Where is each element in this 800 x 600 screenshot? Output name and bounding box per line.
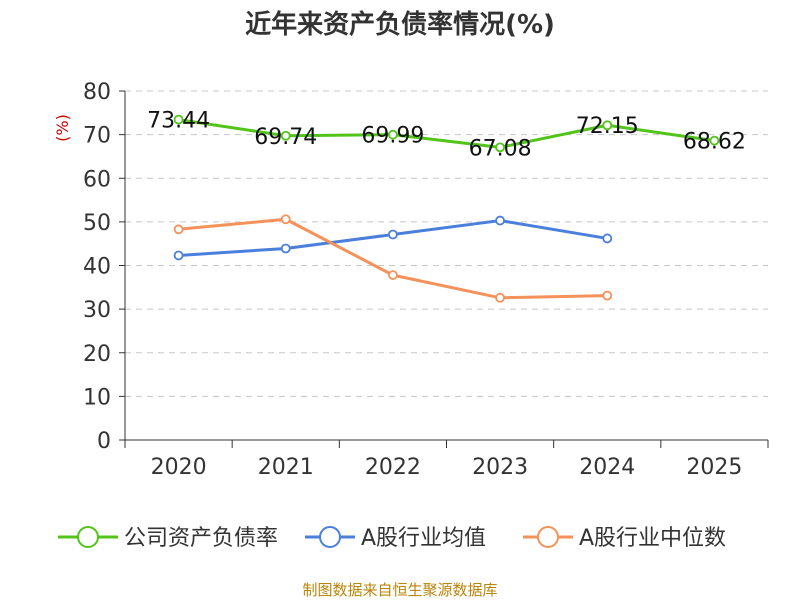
series-1-point-2 (388, 229, 398, 240)
y-tick-label-40: 40 (83, 255, 111, 280)
y-tick-label-50: 50 (83, 211, 111, 236)
axes: 0 10 20 30 40 50 60 70 80 2020 2021 2022 2023 2024 202… (83, 80, 769, 480)
data-label-2025: 68.62 (683, 130, 746, 155)
legend-marker-0 (77, 526, 99, 548)
legend-label-2: A股行业中位数 (579, 526, 726, 551)
data-label-2021: 69.74 (254, 125, 317, 150)
y-tick-label-0: 0 (97, 429, 111, 454)
series-0-point-5 (709, 135, 720, 146)
series-0-point-2 (388, 129, 398, 140)
x-tick-label-2021: 2021 (258, 455, 314, 480)
series-2-point-0 (173, 224, 184, 235)
y-tick-label-70: 70 (83, 124, 111, 149)
legend-marker-1 (319, 526, 341, 548)
source-note: 制图数据来自恒生聚源数据库 (302, 581, 497, 599)
legend-marker-2 (537, 526, 559, 548)
y-tick-label-10: 10 (83, 385, 111, 410)
data-label-2022: 69.99 (361, 124, 424, 149)
x-tick-label-2022: 2022 (365, 455, 421, 480)
y-tick-label-60: 60 (83, 167, 111, 192)
series-line-0 (178, 118, 715, 149)
x-tick-label-2025: 2025 (686, 455, 742, 480)
series-2-point-3 (495, 292, 505, 303)
legend: 公司资产负债率 A股行业均值 A股行业中位数 (58, 526, 726, 551)
series-1-point-0 (173, 250, 184, 261)
series-0-point-1 (280, 130, 291, 141)
y-tick-label-80: 80 (83, 80, 111, 105)
series-2-point-4 (602, 290, 613, 301)
x-tick-label-2023: 2023 (472, 455, 528, 480)
gridlines (125, 90, 768, 397)
legend-label-0: 公司资产负债率 (124, 526, 278, 551)
series-1-point-1 (280, 243, 291, 254)
data-labels: 73.44 69.74 69.99 67.08 72.15 68.62 (147, 109, 746, 162)
series-1-point-3 (495, 215, 505, 226)
data-label-2023: 67.08 (469, 136, 532, 161)
y-tick-label-20: 20 (83, 342, 111, 367)
series-0-point-0 (173, 114, 184, 125)
y-tick-label-30: 30 (83, 298, 111, 323)
data-label-2020: 73.44 (147, 109, 210, 134)
chart-title: 近年来资产负债率情况(%) (245, 9, 555, 40)
series-0-point-3 (495, 142, 505, 153)
series-2-point-1 (280, 214, 291, 225)
legend-label-1: A股行业均值 (361, 526, 486, 551)
y-axis-unit-label: (%) (53, 114, 72, 142)
x-tick-label-2024: 2024 (579, 455, 635, 480)
series-1-point-4 (602, 233, 613, 244)
x-tick-label-2020: 2020 (151, 455, 207, 480)
data-label-2024: 72.15 (576, 114, 639, 139)
series-2-point-2 (388, 270, 398, 280)
series-0-point-4 (602, 120, 613, 131)
series-lines (173, 114, 720, 303)
